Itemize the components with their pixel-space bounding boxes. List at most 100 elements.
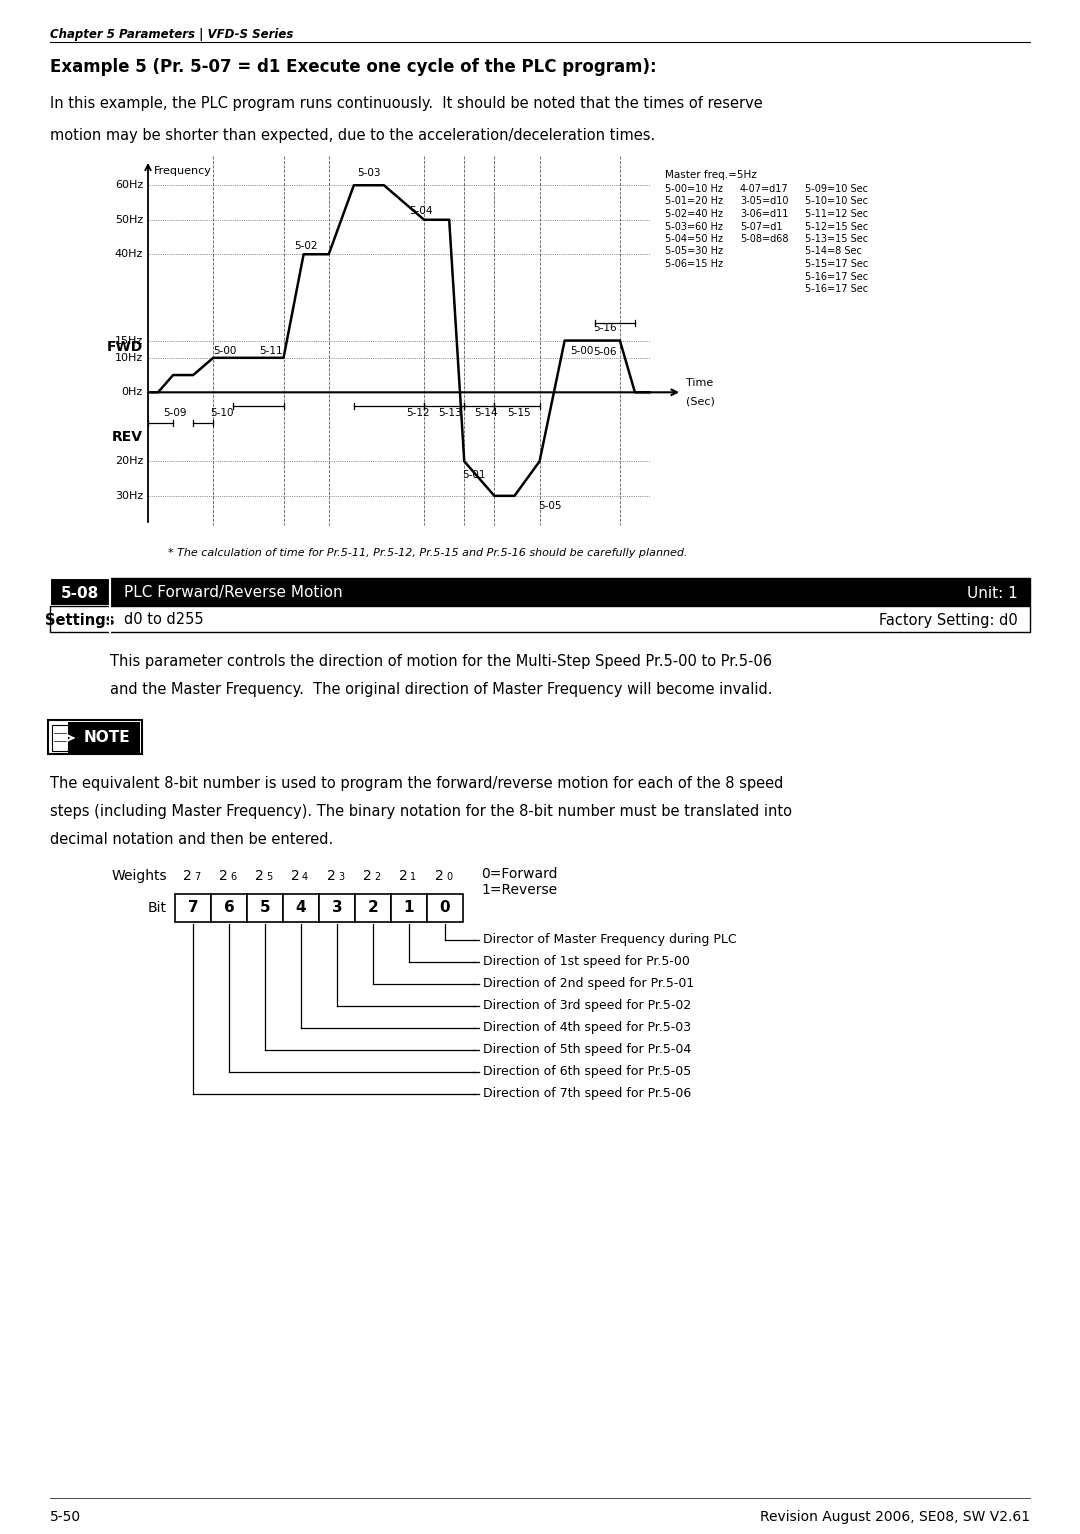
Text: 30Hz: 30Hz	[114, 491, 143, 500]
Text: 5-04=50 Hz: 5-04=50 Hz	[665, 235, 723, 244]
Text: 2: 2	[292, 868, 300, 884]
Text: 5-01=20 Hz: 5-01=20 Hz	[665, 196, 723, 207]
Text: This parameter controls the direction of motion for the Multi-Step Speed Pr.5-00: This parameter controls the direction of…	[110, 653, 772, 669]
Text: Direction of 6th speed for Pr.5-05: Direction of 6th speed for Pr.5-05	[483, 1066, 691, 1078]
Text: 5-01: 5-01	[462, 469, 486, 480]
Text: Direction of 1st speed for Pr.5-00: Direction of 1st speed for Pr.5-00	[483, 956, 690, 968]
Text: 5-50: 5-50	[50, 1509, 81, 1523]
Text: 5-00: 5-00	[570, 345, 593, 356]
Text: 10Hz: 10Hz	[114, 353, 143, 364]
Text: 2: 2	[435, 868, 444, 884]
Text: 1: 1	[404, 900, 415, 916]
Text: 7: 7	[194, 871, 200, 882]
Text: 5-02: 5-02	[295, 241, 318, 250]
Text: 2: 2	[327, 868, 336, 884]
Text: decimal notation and then be entered.: decimal notation and then be entered.	[50, 831, 334, 847]
Text: 0: 0	[446, 871, 453, 882]
Text: 5: 5	[259, 900, 270, 916]
Text: Direction of 3rd speed for Pr.5-02: Direction of 3rd speed for Pr.5-02	[483, 1000, 691, 1012]
Text: Direction of 2nd speed for Pr.5-01: Direction of 2nd speed for Pr.5-01	[483, 977, 694, 991]
Text: 3-05=d10: 3-05=d10	[740, 196, 788, 207]
Text: Weights: Weights	[111, 868, 167, 884]
Text: 5-03: 5-03	[357, 167, 380, 178]
Text: 5-06: 5-06	[593, 347, 617, 357]
Bar	[211, 894, 247, 922]
Text: 15Hz: 15Hz	[114, 336, 143, 345]
Text: PLC Forward/Reverse Motion: PLC Forward/Reverse Motion	[124, 586, 342, 600]
Text: 50Hz: 50Hz	[114, 215, 143, 225]
Bar	[50, 606, 1030, 632]
Text: 7: 7	[188, 900, 199, 916]
Text: motion may be shorter than expected, due to the acceleration/deceleration times.: motion may be shorter than expected, due…	[50, 127, 656, 143]
Bar	[52, 726, 68, 752]
Text: 2: 2	[367, 900, 378, 916]
Text: 3: 3	[332, 900, 342, 916]
Text: 6: 6	[230, 871, 237, 882]
Text: 5-15: 5-15	[508, 408, 530, 419]
Text: 5: 5	[266, 871, 272, 882]
Text: 1: 1	[410, 871, 416, 882]
Text: Direction of 4th speed for Pr.5-03: Direction of 4th speed for Pr.5-03	[483, 1022, 691, 1034]
Text: 5-09=10 Sec: 5-09=10 Sec	[805, 184, 868, 193]
Text: 4: 4	[302, 871, 308, 882]
Bar	[427, 894, 463, 922]
Text: Bit: Bit	[148, 900, 167, 914]
Text: Director of Master Frequency during PLC: Director of Master Frequency during PLC	[483, 934, 737, 946]
Text: and the Master Frequency.  The original direction of Master Frequency will becom: and the Master Frequency. The original d…	[110, 683, 772, 696]
Text: 5-13=15 Sec: 5-13=15 Sec	[805, 235, 868, 244]
Bar	[48, 719, 141, 755]
Text: 5-15=17 Sec: 5-15=17 Sec	[805, 259, 868, 268]
Text: 0: 0	[440, 900, 450, 916]
Bar	[247, 894, 283, 922]
Text: 5-16: 5-16	[593, 324, 617, 333]
Text: 5-04: 5-04	[409, 206, 432, 216]
Text: 5-06=15 Hz: 5-06=15 Hz	[665, 259, 723, 268]
Bar	[355, 894, 391, 922]
Text: Time: Time	[686, 379, 713, 388]
Text: 40Hz: 40Hz	[114, 249, 143, 259]
Text: Chapter 5 Parameters | VFD-S Series: Chapter 5 Parameters | VFD-S Series	[50, 28, 294, 41]
Text: 2: 2	[184, 868, 192, 884]
Text: 5-11: 5-11	[259, 345, 283, 356]
Text: 5-07=d1: 5-07=d1	[740, 221, 783, 232]
Text: 0Hz: 0Hz	[122, 387, 143, 397]
Text: The equivalent 8-bit number is used to program the forward/reverse motion for ea: The equivalent 8-bit number is used to p…	[50, 776, 783, 792]
Text: 3: 3	[338, 871, 345, 882]
Text: NOTE: NOTE	[84, 730, 131, 746]
Bar	[283, 894, 319, 922]
Text: Example 5 (Pr. 5-07 = d1 Execute one cycle of the PLC program):: Example 5 (Pr. 5-07 = d1 Execute one cyc…	[50, 58, 657, 77]
Bar	[319, 894, 355, 922]
Text: 2: 2	[400, 868, 408, 884]
Text: 5-05=30 Hz: 5-05=30 Hz	[665, 247, 723, 256]
Text: REV: REV	[112, 430, 143, 445]
Text: 5-14: 5-14	[474, 408, 498, 419]
Text: 5-14=8 Sec: 5-14=8 Sec	[805, 247, 862, 256]
Text: 5-10: 5-10	[211, 408, 234, 419]
Text: 5-03=60 Hz: 5-03=60 Hz	[665, 221, 723, 232]
Text: Unit: 1: Unit: 1	[968, 586, 1018, 600]
Text: 0=Forward: 0=Forward	[481, 867, 557, 881]
Text: 5-05: 5-05	[538, 502, 562, 511]
Text: 5-00=10 Hz: 5-00=10 Hz	[665, 184, 723, 193]
Text: 5-12: 5-12	[406, 408, 430, 419]
Text: Master freq.=5Hz: Master freq.=5Hz	[665, 170, 757, 179]
Text: 5-00: 5-00	[214, 345, 237, 356]
Text: 5-08=d68: 5-08=d68	[740, 235, 788, 244]
Text: 5-13: 5-13	[438, 408, 462, 419]
Text: 3-06=d11: 3-06=d11	[740, 209, 788, 219]
Text: Factory Setting: d0: Factory Setting: d0	[879, 612, 1018, 627]
Text: Direction of 5th speed for Pr.5-04: Direction of 5th speed for Pr.5-04	[483, 1043, 691, 1057]
Text: Settings: Settings	[45, 612, 114, 627]
Text: 1=Reverse: 1=Reverse	[481, 884, 557, 897]
Text: 5-16=17 Sec: 5-16=17 Sec	[805, 272, 868, 282]
Text: Direction of 7th speed for Pr.5-06: Direction of 7th speed for Pr.5-06	[483, 1088, 691, 1100]
Text: 6: 6	[224, 900, 234, 916]
Text: * The calculation of time for Pr.5-11, Pr.5-12, Pr.5-15 and Pr.5-16 should be ca: * The calculation of time for Pr.5-11, P…	[168, 548, 688, 558]
Text: d0 to d255: d0 to d255	[124, 612, 204, 627]
Text: 4: 4	[296, 900, 307, 916]
Text: 2: 2	[374, 871, 380, 882]
Text: Revision August 2006, SE08, SW V2.61: Revision August 2006, SE08, SW V2.61	[760, 1509, 1030, 1523]
Text: steps (including Master Frequency). The binary notation for the 8-bit number mus: steps (including Master Frequency). The …	[50, 804, 792, 819]
Text: 5-12=15 Sec: 5-12=15 Sec	[805, 221, 868, 232]
Bar	[175, 894, 211, 922]
